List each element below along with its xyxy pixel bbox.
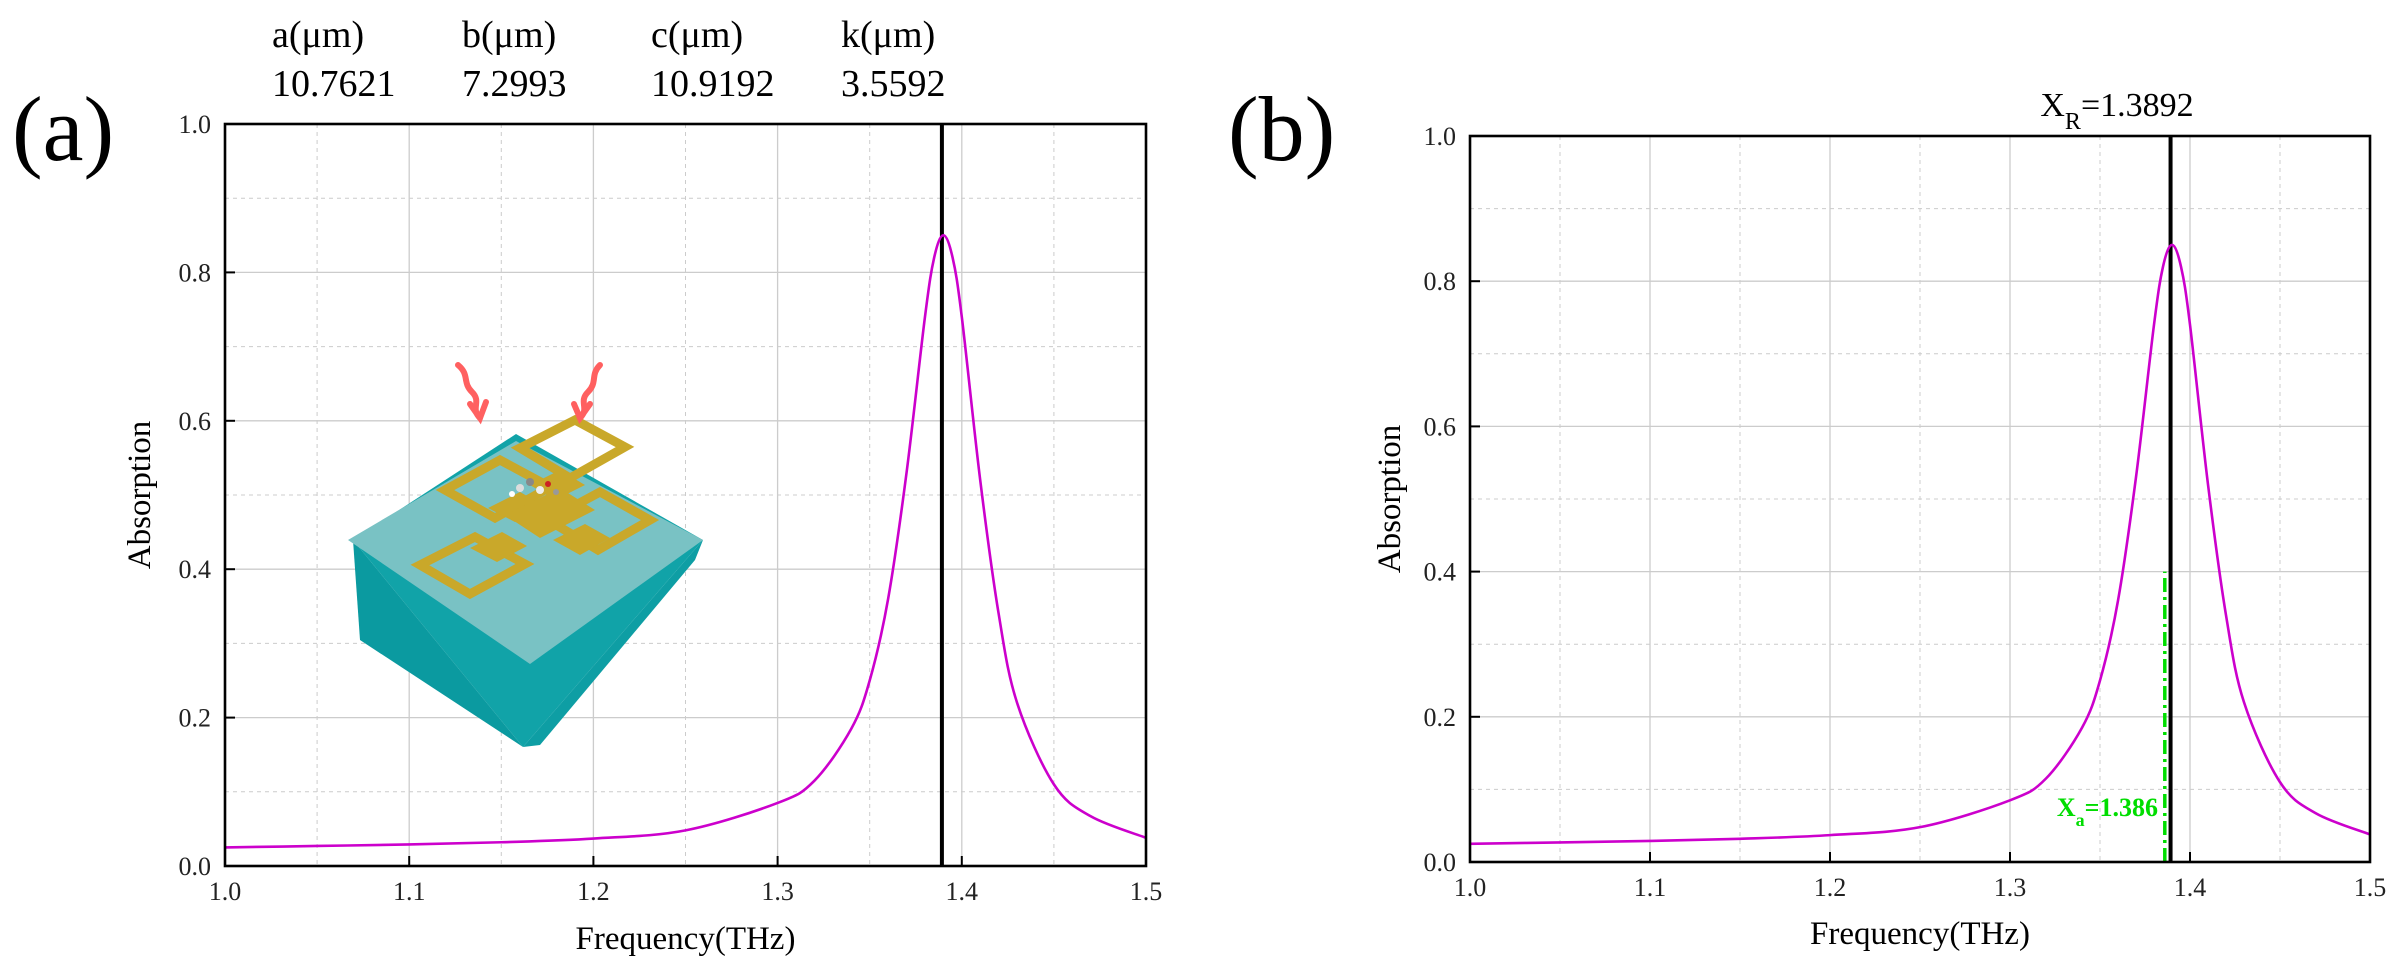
param-c-value: 10.9192	[651, 63, 775, 105]
x-tick-label: 1.4	[946, 877, 979, 906]
y-tick-label: 0.2	[179, 704, 212, 733]
molecule-atom	[526, 478, 534, 486]
y-axis-title-b: Absorption	[1372, 425, 1408, 574]
x-tick-label: 1.4	[2174, 873, 2207, 902]
y-tick-label: 0.4	[179, 555, 212, 584]
xr-annotation-main: X	[2040, 87, 2065, 124]
absorption-curve-a	[224, 233, 1147, 849]
y-tick-label: 1.0	[1424, 122, 1457, 151]
y-tick-label: 0.8	[179, 258, 212, 287]
param-b-value: 7.2993	[462, 63, 567, 105]
panel-label-b: (b)	[1228, 78, 1335, 180]
grid-a	[225, 124, 1146, 866]
y-tick-label: 0.6	[179, 407, 212, 436]
y-tick-label: 0.0	[1424, 848, 1457, 877]
x-axis-title-b: Frequency(THz)	[1810, 916, 2030, 952]
patch-center	[505, 488, 595, 538]
substrate-side-right	[523, 540, 703, 747]
param-k-value: 3.5592	[841, 63, 946, 105]
patch-3	[470, 532, 527, 562]
molecule-atom	[509, 491, 515, 497]
xr-annotation-rest: =1.3892	[2081, 87, 2194, 124]
ticks-b: 1.0 1.1 1.2 1.3 1.4 1.5 0.0 0.2 0.4 0.6 0.8 1.0	[1424, 122, 2387, 902]
x-tick-label: 1.5	[2354, 873, 2387, 902]
patch-4	[553, 524, 610, 555]
y-tick-label: 0.0	[179, 852, 212, 881]
param-b-name: b(μm)	[462, 14, 556, 56]
patch-2	[530, 470, 585, 500]
plot-frame-b	[1468, 134, 2372, 864]
xa-annotation: Xa=1.386	[2057, 793, 2158, 830]
resonator-3	[410, 531, 535, 600]
chart-panel-b: 1.0 1.1 1.2 1.3 1.4 1.5 0.0 0.2 0.4 0.6 0.8 1.0 Fre…	[1372, 122, 2386, 952]
vlines-b	[2163, 136, 2173, 862]
x-tick-label: 1.2	[577, 877, 610, 906]
x-axis-title-a: Frequency(THz)	[576, 921, 796, 957]
y-tick-label: 0.4	[1424, 558, 1457, 587]
grid-b	[1470, 136, 2370, 862]
panel-label-a: (a)	[12, 78, 114, 180]
x-tick-label: 1.3	[761, 877, 794, 906]
x-tick-label: 1.3	[1994, 873, 2027, 902]
incident-wave-icon	[455, 362, 603, 425]
x-tick-label: 1.0	[209, 877, 242, 906]
metasurface-unit-cell-illustration	[348, 362, 703, 747]
y-tick-label: 0.2	[1424, 703, 1457, 732]
molecule-atom	[553, 489, 559, 495]
xa-annotation-main: X	[2057, 793, 2076, 822]
param-k-name: k(μm)	[841, 14, 935, 56]
x-tick-label: 1.1	[1634, 873, 1667, 902]
xr-annotation: XR=1.3892	[2040, 87, 2193, 135]
param-c-name: c(μm)	[651, 14, 743, 56]
molecule-atom	[536, 486, 544, 494]
molecule-atom	[545, 481, 551, 487]
x-tick-label: 1.1	[393, 877, 426, 906]
plot-frame-a	[223, 122, 1148, 868]
molecule-cluster	[509, 478, 559, 497]
param-a-value: 10.7621	[272, 63, 396, 105]
absorption-curve-b	[1469, 243, 2371, 846]
y-tick-label: 0.8	[1424, 267, 1457, 296]
molecule-atom	[516, 484, 524, 492]
x-tick-label: 1.2	[1814, 873, 1847, 902]
gold-patches	[470, 470, 610, 562]
incident-wave-right-arrow	[571, 401, 593, 425]
xr-annotation-sub: R	[2065, 109, 2081, 135]
patch-1	[488, 492, 545, 522]
param-a-name: a(μm)	[272, 14, 364, 56]
resonator-2	[510, 414, 635, 484]
x-tick-label: 1.5	[1130, 877, 1163, 906]
substrate-side-left	[353, 540, 523, 747]
xa-annotation-rest: =1.386	[2085, 793, 2158, 822]
params-header: a(μm) 10.7621 b(μm) 7.2993 c(μm) 10.9192…	[272, 14, 946, 105]
incident-wave-left-arrow	[467, 399, 489, 425]
ticks-a: 1.0 1.1 1.2 1.3 1.4 1.5 0.0 0.2 0.4 0.6 0.8 1.0	[179, 110, 1163, 906]
x-tick-label: 1.0	[1454, 873, 1487, 902]
y-tick-label: 1.0	[179, 110, 212, 139]
y-tick-label: 0.6	[1424, 412, 1457, 441]
y-axis-title-a: Absorption	[122, 421, 158, 570]
xa-annotation-sub: a	[2076, 810, 2085, 830]
